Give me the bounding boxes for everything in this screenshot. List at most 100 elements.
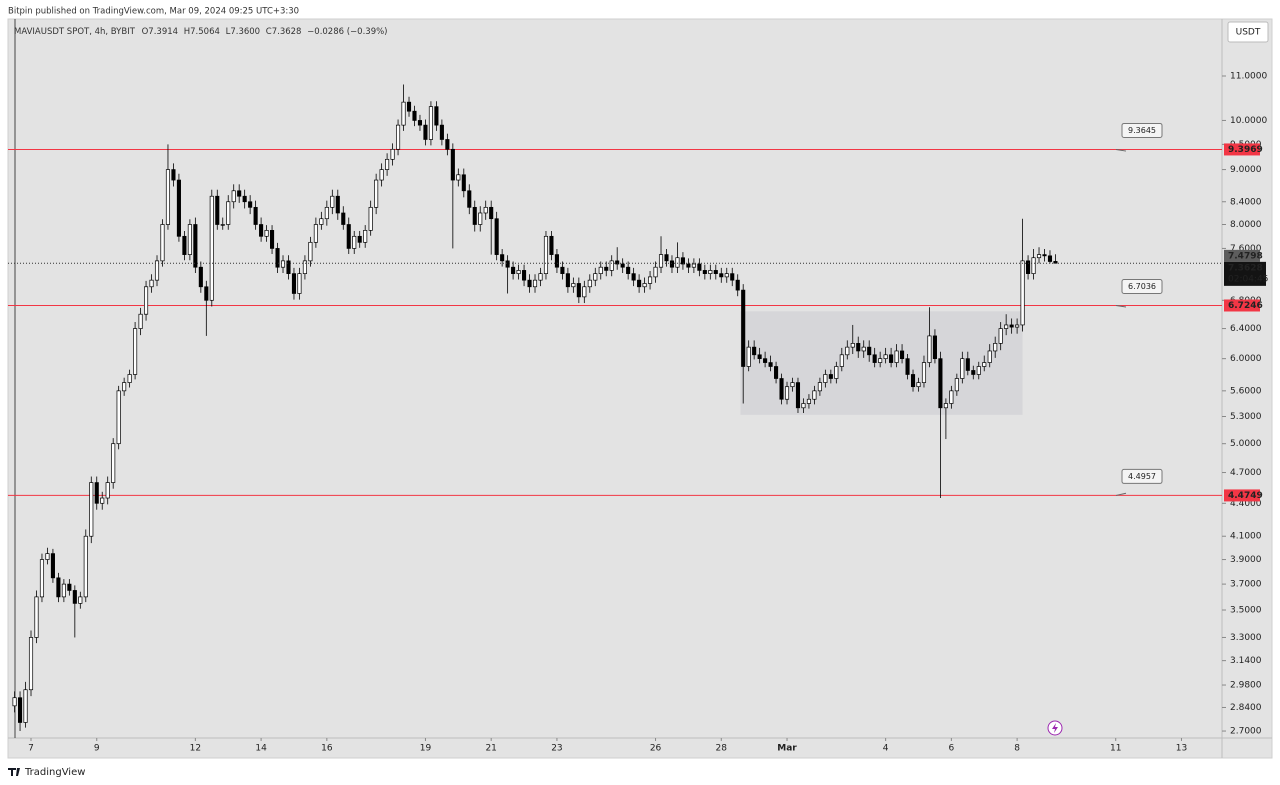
y-tick-label: 2.7000 [1230,727,1262,737]
symbol-legend: MAVIAUSDT SPOT, 4h, BYBIT O7.3914 H7.506… [14,27,388,37]
y-tick-label: 10.0000 [1230,116,1267,126]
candle-body [878,358,883,363]
candle-body [105,482,110,499]
callout-label: 9.3645 [1128,126,1156,135]
x-tick-label: 19 [420,744,432,754]
candle-body [198,266,203,288]
candle-body [735,279,740,291]
x-tick-label: 26 [650,744,662,754]
candle-body [346,224,351,249]
candle-body [368,206,373,231]
candle-body [900,350,905,360]
candle-body [461,174,466,192]
last-price-label: 7.3628 [1228,263,1263,273]
candle-body [927,335,932,363]
candle-body [472,206,477,225]
candle-body [741,289,746,367]
candle-body [604,266,609,271]
candle-body [390,148,395,160]
candle-body [352,235,357,249]
candle-body [960,358,965,379]
candle-body [467,190,472,208]
callout-box [1121,122,1163,138]
candle-body [165,169,171,225]
candle-body [943,403,948,409]
candle-body [620,263,625,268]
y-tick-label: 7.6000 [1230,244,1262,254]
candle-body [675,257,680,268]
candle-body [1026,260,1031,274]
candle-body [823,374,828,383]
level-price-box [1224,143,1260,156]
currency-button[interactable] [1227,21,1269,43]
level-price-box [1224,299,1260,312]
candle-body [231,190,236,203]
ohlc-high: H7.5064 [184,27,220,37]
footer-brand: TradingView [24,767,85,778]
marker-price-label: 7.4798 [1228,251,1263,261]
candle-body [423,124,428,140]
candle-body [806,398,811,404]
candle-body [905,358,910,375]
candle-body [450,148,455,181]
candle-body [839,354,844,367]
candle-body [149,279,154,288]
y-tick-label: 3.9000 [1230,555,1262,565]
publisher-line: Bitpin published on TradingView.com, Mar… [8,7,299,17]
candle-body [598,266,603,274]
candle-body [242,195,247,203]
candle-body [631,273,636,281]
candle-body [1015,324,1020,328]
candle-body [500,254,505,262]
candle-body [39,559,45,598]
level-price-label: 9.3969 [1228,145,1263,155]
candle-body [286,260,291,274]
candle-body [576,283,581,298]
candle-body [264,230,269,237]
candle-body [61,583,66,598]
candle-body [976,366,981,375]
candle-body [144,286,149,315]
level-price-label: 4.4749 [1228,491,1263,501]
y-tick-label: 4.1000 [1230,532,1262,542]
y-tick-label: 8.0000 [1230,220,1262,230]
candle-body [554,254,559,268]
candle-body [122,382,127,392]
y-tick-label: 3.7000 [1230,580,1262,590]
x-tick-label: 8 [1014,744,1020,754]
candle-body [686,263,691,268]
candle-body [78,596,83,604]
y-tick-label: 4.4000 [1230,499,1262,509]
candle-body [308,241,313,262]
candle-body [697,263,702,271]
candle-body [1042,254,1047,257]
currency-label[interactable]: USDT [1236,28,1261,38]
candle-body [998,328,1003,344]
candle-body [538,273,543,281]
candle-body [494,218,499,255]
candle-body [275,248,280,268]
candle-body [456,174,461,181]
candle-body [335,195,340,214]
candle-body [648,276,653,284]
candle-body [845,346,850,356]
candle-body [615,260,620,265]
callout-box [1121,468,1163,484]
y-tick-label: 2.9800 [1230,681,1262,691]
candle-body [856,343,861,352]
candle-body [385,158,390,170]
candle-body [56,577,61,598]
candle-body [653,266,658,278]
candle-body [176,179,181,237]
countdown-label: 02:04:45 [1228,274,1268,284]
candle-body [560,266,565,274]
candle-body [801,403,806,409]
x-tick-label: 16 [321,744,333,754]
candle-body [237,190,242,197]
candle-body [587,279,592,288]
candle-body [812,390,817,400]
candle-body [516,270,521,274]
candle-body [938,358,943,409]
candle-body [850,343,855,348]
x-tick-label: 28 [716,744,728,754]
